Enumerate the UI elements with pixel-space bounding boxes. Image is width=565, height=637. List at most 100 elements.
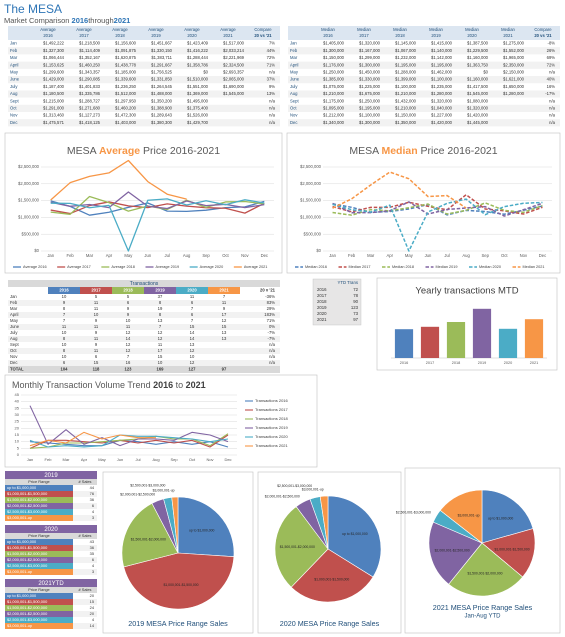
cell: $1,080,000	[467, 98, 489, 103]
table-title-bg	[5, 471, 97, 479]
cell: $1,235,000	[431, 84, 453, 89]
compare-cell: 83%	[267, 300, 276, 305]
range-cell-bg	[5, 503, 73, 509]
ytd-year: 2019	[317, 305, 327, 310]
cell: 6	[127, 300, 130, 305]
cell: $1,280,000	[503, 91, 525, 96]
slice-label: $2,000,001-$2,500,000	[120, 492, 155, 496]
cell: 17	[158, 348, 163, 353]
month: Feb	[10, 48, 18, 53]
chart-title-part: Price 2016-2021	[418, 145, 498, 157]
y-tick-label: 0	[17, 452, 20, 457]
x-tick-label: Jun	[425, 253, 432, 258]
x-tick-label: May	[124, 253, 133, 258]
compare-cell: n/a	[269, 342, 275, 347]
slice-label: $1,000,001-$1,500,000	[495, 547, 530, 551]
compare-cell: 71%	[267, 318, 276, 323]
chart-title-part: MESA	[349, 145, 381, 157]
sales-cell-bg	[73, 515, 97, 521]
range-cell-bg	[5, 551, 73, 557]
cell: 12	[158, 330, 163, 335]
cell: 9	[95, 318, 98, 323]
cell: $1,383,711	[151, 55, 172, 60]
bar	[524, 319, 544, 358]
compare-cell: n/a	[549, 70, 555, 75]
pie-slice	[290, 548, 374, 603]
sales-cell-bg	[73, 545, 97, 551]
cell: 11	[62, 324, 67, 329]
slice-label: $3,000,001-up	[153, 488, 175, 492]
compare-cell: -36%	[265, 294, 275, 299]
cell: 11	[222, 300, 227, 305]
cell: $1,472,300	[115, 113, 137, 118]
range-cell-bg	[5, 617, 73, 623]
total-cell: 123	[125, 367, 133, 372]
range-cell: $1,500,001-$2,000,000	[7, 605, 48, 610]
chart-title-part: 2016	[153, 380, 173, 390]
compare-cell: n/a	[269, 98, 275, 103]
column-year: 2021	[219, 288, 229, 293]
cell: 11	[94, 306, 99, 311]
x-tick-label: Feb	[348, 253, 356, 258]
page-title: The MESA	[4, 2, 62, 16]
x-tick-label: Sep	[202, 253, 210, 258]
compare-cell: n/a	[269, 348, 275, 353]
y-tick-label: 35	[15, 405, 20, 410]
cell: $1,399,000	[395, 77, 417, 82]
sales-cell: 36	[90, 497, 94, 502]
cell: 12	[126, 330, 131, 335]
cell: $1,331,850	[151, 77, 173, 82]
cell: 10	[94, 312, 99, 317]
bar	[498, 328, 518, 358]
legend-label: Median 2016	[305, 265, 327, 269]
cell: 10	[126, 318, 131, 323]
cell: $1,545,000	[467, 91, 489, 96]
sales-cell: 24	[90, 605, 95, 610]
cell: $1,210,000	[395, 91, 417, 96]
cell: $1,358,786	[187, 62, 209, 67]
cell: 5	[95, 294, 98, 299]
cell: $1,187,400	[43, 84, 65, 89]
cell: $1,545,000	[223, 91, 245, 96]
x-tick-label: Aug	[152, 457, 159, 462]
x-tick-label: 2016	[400, 361, 408, 365]
y-tick-label: $2,000,000	[300, 181, 322, 186]
y-tick-label: 40	[15, 399, 20, 404]
column-group: Average	[76, 27, 92, 32]
row-shade	[8, 312, 280, 318]
pie-slice	[121, 503, 179, 568]
cell: $1,215,000	[43, 98, 65, 103]
x-tick-label: May	[405, 253, 414, 258]
sales-cell: 76	[90, 491, 94, 496]
cell: $1,142,000	[431, 55, 453, 60]
cell: $1,339,600	[115, 77, 137, 82]
y-tick-label: $1,500,000	[18, 198, 40, 203]
month: Aug	[10, 91, 18, 96]
cell: $1,387,500	[467, 41, 489, 46]
cell: 11	[94, 324, 99, 329]
pie-slice	[123, 552, 235, 610]
table-header-bg	[5, 587, 97, 593]
legend-label: Average 2019	[156, 265, 180, 269]
y-tick-label: 5	[17, 445, 20, 450]
compare-header: 20 v '21	[260, 288, 276, 293]
row-shade	[8, 61, 280, 69]
compare-cell: n/a	[269, 360, 275, 365]
cell: 10	[190, 354, 195, 359]
month: May	[290, 70, 299, 75]
cell: 8	[63, 336, 66, 341]
slice-label: $2,500,001-$3,000,000	[396, 511, 431, 515]
x-tick-label: Jun	[117, 457, 123, 462]
sales-cell: 3	[92, 569, 94, 574]
cell: 5	[127, 294, 130, 299]
cell: 37	[158, 294, 163, 299]
cell: $1,289,643	[151, 113, 173, 118]
cell: 10	[62, 330, 67, 335]
cell: $1,320,000	[359, 41, 381, 46]
cell: $1,350,200	[151, 98, 173, 103]
pie-slice	[171, 496, 179, 554]
month: Mar	[10, 55, 18, 60]
cell: 11	[158, 342, 163, 347]
bar	[420, 326, 440, 358]
cell: 13	[222, 336, 227, 341]
